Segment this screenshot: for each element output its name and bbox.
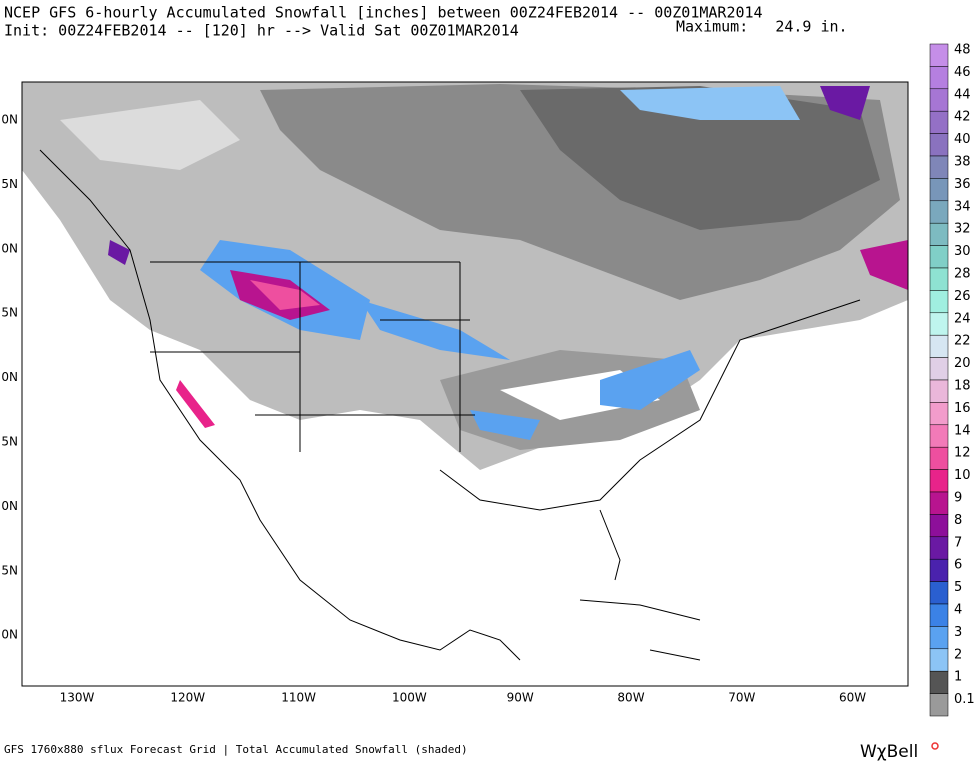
legend-label: 48: [954, 43, 971, 58]
legend-label: 9: [954, 491, 962, 506]
legend-swatch: [929, 626, 949, 650]
legend-swatch: [929, 178, 949, 202]
legend-swatch: [929, 379, 949, 403]
legend-swatch: [929, 670, 949, 694]
legend-label: 36: [954, 177, 971, 192]
legend-label: 0.1: [954, 692, 975, 707]
legend-label: 28: [954, 267, 971, 282]
lon-label: 90W: [507, 691, 534, 705]
maximum: Maximum: 24.9 in.: [676, 18, 848, 36]
legend-label: 12: [954, 446, 971, 461]
legend-swatch: [929, 603, 949, 627]
legend-label: 16: [954, 401, 971, 416]
legend-swatch: [929, 491, 949, 515]
lon-label: 60W: [839, 691, 866, 705]
logo: WχBell: [860, 742, 918, 762]
lat-label: 0N: [1, 241, 18, 255]
footer-caption: GFS 1760x880 sflux Forecast Grid | Total…: [4, 743, 468, 756]
legend-swatch: [929, 357, 949, 381]
legend-label: 18: [954, 379, 971, 394]
legend-swatch: [929, 88, 949, 112]
legend-swatch: [929, 110, 949, 134]
legend-swatch: [929, 43, 949, 67]
legend-swatch: [929, 558, 949, 582]
legend-swatch: [929, 133, 949, 157]
lat-label: 5N: [1, 306, 18, 320]
lon-label: 100W: [392, 691, 427, 705]
legend-label: 8: [954, 513, 962, 528]
legend: 4846444240383634323028262422201816141210…: [929, 43, 975, 717]
legend-swatch: [929, 446, 949, 470]
legend-label: 40: [954, 132, 971, 147]
legend-label: 20: [954, 356, 971, 371]
legend-swatch: [929, 222, 949, 246]
legend-label: 14: [954, 423, 971, 438]
legend-swatch: [929, 155, 949, 179]
legend-label: 7: [954, 535, 962, 550]
axes: 0N 5N 0N 5N 0N 5N 0N 5N 0N 130W 120W 110W 100W 90W 80W…: [1, 113, 866, 705]
legend-swatch: [929, 514, 949, 538]
lon-label: 110W: [281, 691, 316, 705]
legend-label: 10: [954, 468, 971, 483]
map-shading: [22, 82, 908, 686]
legend-swatch: [929, 312, 949, 336]
legend-label: 2: [954, 647, 962, 662]
subtitle: Init: 00Z24FEB2014 -- [120] hr --> Valid…: [4, 22, 519, 40]
legend-swatch: [929, 693, 949, 717]
legend-swatch: [929, 290, 949, 314]
legend-swatch: [929, 536, 949, 560]
legend-label: 26: [954, 289, 971, 304]
lat-label: 0N: [1, 113, 18, 127]
outlines: [39, 149, 861, 661]
legend-swatch: [929, 402, 949, 426]
legend-swatch: [929, 469, 949, 493]
legend-swatch: [929, 267, 949, 291]
lon-label: 80W: [617, 691, 644, 705]
legend-label: 30: [954, 244, 971, 259]
lat-label: 0N: [1, 499, 18, 513]
legend-label: 4: [954, 603, 962, 618]
legend-label: 24: [954, 311, 971, 326]
legend-label: 22: [954, 334, 971, 349]
lon-label: 70W: [728, 691, 755, 705]
legend-swatch: [929, 66, 949, 90]
lat-label: 5N: [1, 563, 18, 577]
lat-label: 5N: [1, 177, 18, 191]
legend-label: 38: [954, 155, 971, 170]
lat-label: 0N: [1, 628, 18, 642]
legend-label: 1: [954, 670, 962, 685]
legend-label: 34: [954, 199, 971, 214]
map-frame: [21, 81, 909, 687]
legend-swatch: [929, 245, 949, 269]
legend-swatch: [929, 581, 949, 605]
legend-swatch: [929, 648, 949, 672]
legend-label: 42: [954, 110, 971, 125]
legend-swatch: [929, 200, 949, 224]
title: NCEP GFS 6-hourly Accumulated Snowfall […: [4, 4, 763, 22]
lat-label: 0N: [1, 370, 18, 384]
legend-swatch: [929, 424, 949, 448]
lon-label: 130W: [60, 691, 95, 705]
lat-label: 5N: [1, 435, 18, 449]
legend-label: 6: [954, 558, 962, 573]
legend-label: 32: [954, 222, 971, 237]
logo-dot: [931, 742, 939, 750]
legend-label: 44: [954, 87, 971, 102]
legend-swatch: [929, 334, 949, 358]
legend-label: 5: [954, 580, 962, 595]
lon-label: 120W: [170, 691, 205, 705]
legend-label: 46: [954, 65, 971, 80]
legend-label: 3: [954, 625, 962, 640]
